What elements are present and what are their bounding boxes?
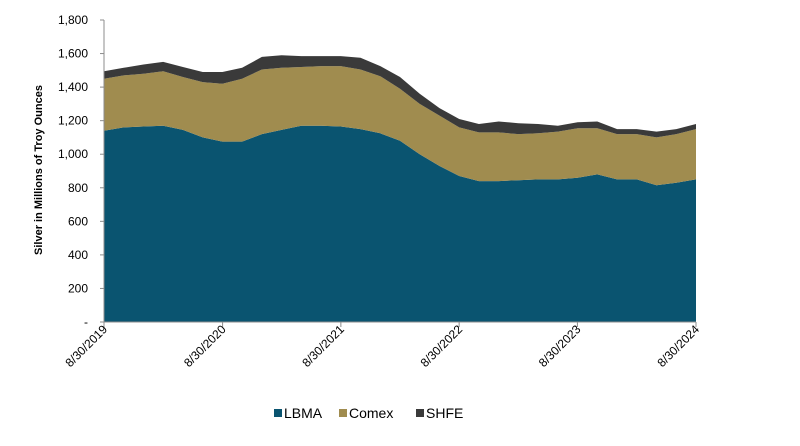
legend-label-shfe: SHFE [426,405,463,421]
y-axis: - 200 400 600 800 1,000 1,200 1,400 1,600 1,800 [58,13,105,329]
legend-swatch-comex [339,409,347,417]
area-shfe [104,55,696,138]
y-tick-label: 1,600 [58,47,88,61]
y-tick-label: 1,800 [58,13,88,27]
legend-swatch-shfe [416,409,424,417]
plot-area [104,55,696,322]
x-axis: 8/30/2019 8/30/2020 8/30/2021 8/30/2022 8/30… [62,321,702,370]
y-tick-label: 200 [68,281,88,295]
legend-swatch-lbma [274,409,282,417]
y-tick-label: 1,400 [58,80,88,94]
x-tick-label: 8/30/2020 [181,322,229,370]
y-tick-label: - [84,315,88,329]
y-tick-label: 800 [68,181,88,195]
x-tick-label: 8/30/2024 [654,322,702,370]
legend-label-comex: Comex [349,405,393,421]
legend: LBMA Comex SHFE [274,405,463,421]
y-tick-label: 1,200 [58,114,88,128]
x-tick-label: 8/30/2023 [536,322,584,370]
x-tick-label: 8/30/2021 [299,322,347,370]
x-tick-label: 8/30/2019 [62,322,110,370]
legend-label-lbma: LBMA [284,405,323,421]
y-tick-label: 1,000 [58,147,88,161]
y-axis-title: Silver in Millions of Troy Ounces [33,85,45,255]
area-comex [104,66,696,186]
area-lbma [104,125,696,322]
x-tick-label: 8/30/2022 [418,322,466,370]
y-tick-label: 400 [68,248,88,262]
y-tick-label: 600 [68,214,88,228]
